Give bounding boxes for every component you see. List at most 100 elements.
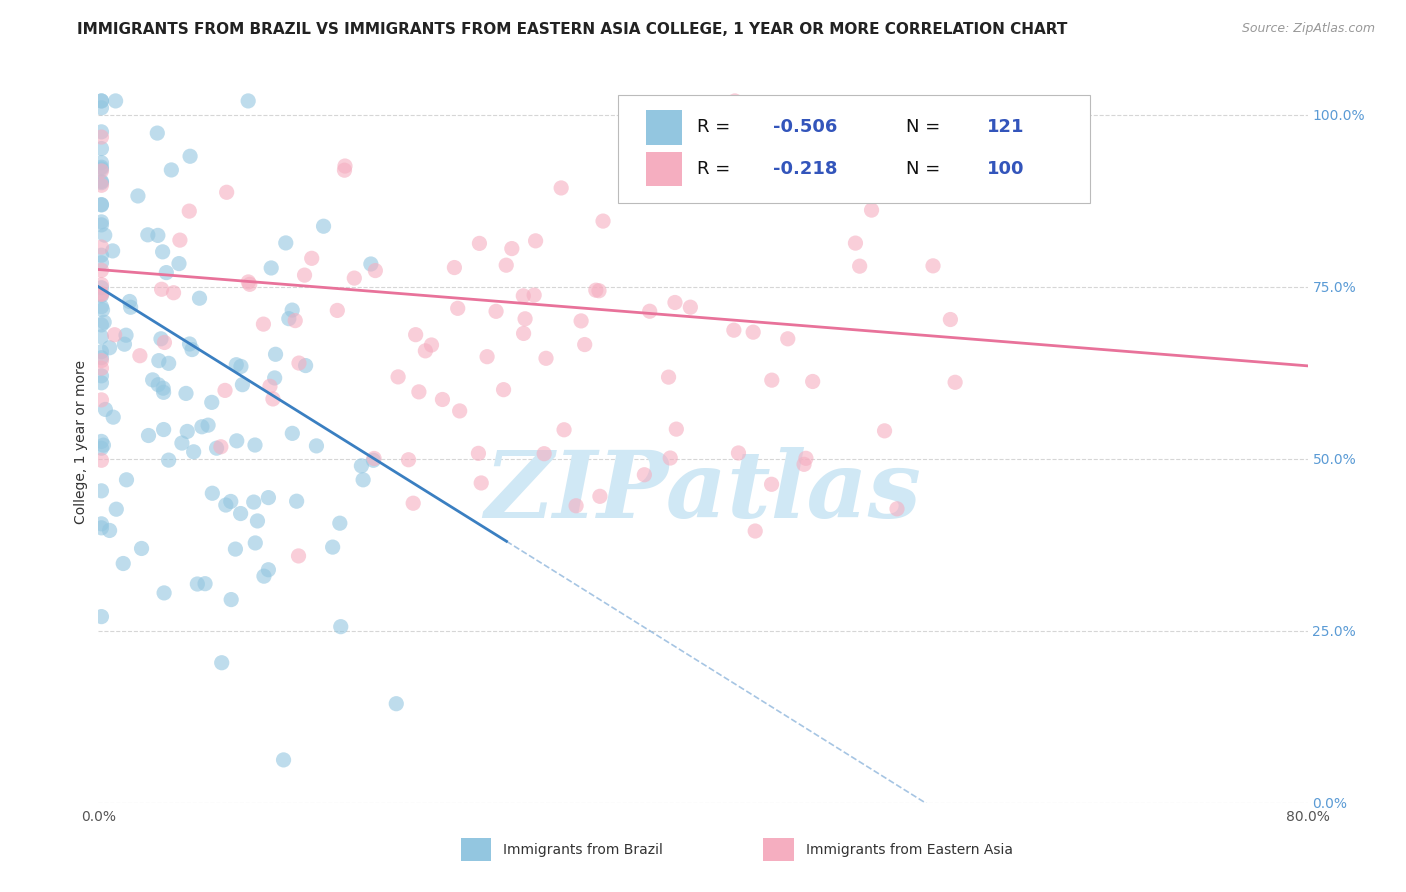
Point [90,286,112,301]
Point [90,361,112,376]
Point [153,586,176,600]
Point [219,494,242,508]
Point [524,234,547,248]
Text: IMMIGRANTS FROM BRAZIL VS IMMIGRANTS FROM EASTERN ASIA COLLEGE, 1 YEAR OR MORE C: IMMIGRANTS FROM BRAZIL VS IMMIGRANTS FRO… [77,22,1067,37]
Point [90,130,112,145]
Point [585,283,607,297]
Point [485,304,508,318]
Point [225,434,247,448]
Text: -0.506: -0.506 [773,119,838,136]
Point [90,164,112,178]
Point [468,236,491,251]
Point [90,392,112,407]
Point [229,507,252,521]
Point [118,294,141,309]
Point [120,300,142,314]
Point [138,428,160,442]
Point [152,385,174,400]
Point [301,252,323,266]
Text: Immigrants from Brazil: Immigrants from Brazil [503,843,664,856]
Point [90,288,112,302]
Text: 121: 121 [987,119,1025,136]
Point [136,227,159,242]
Point [90,101,112,115]
Point [205,441,228,455]
Point [93,315,115,329]
Point [157,356,180,370]
Point [90,330,112,344]
Point [274,235,297,250]
Point [150,282,173,296]
Point [801,375,824,389]
Point [157,453,180,467]
Point [943,376,966,390]
Point [142,373,165,387]
Point [153,335,176,350]
Point [659,450,682,465]
Point [512,289,534,303]
Point [90,609,112,624]
Point [533,447,555,461]
Point [679,300,702,314]
Point [305,439,328,453]
Point [146,228,169,243]
Point [90,125,112,139]
Point [103,410,125,425]
Point [90,453,112,467]
Point [281,426,304,441]
Text: N =: N = [905,161,946,178]
Point [312,219,335,234]
Bar [647,110,682,145]
Point [114,337,136,351]
Point [633,467,655,482]
Point [90,218,112,232]
Text: ZIPatlas: ZIPatlas [485,447,921,537]
Point [550,181,572,195]
Point [115,473,138,487]
Point [844,236,866,251]
Point [90,351,112,365]
Point [90,256,112,270]
Point [744,524,766,538]
Text: N =: N = [905,119,946,136]
Point [174,386,197,401]
Point [449,404,471,418]
Point [288,356,311,370]
Point [238,94,260,108]
Point [90,197,112,211]
Point [170,436,193,450]
Point [761,373,783,387]
Point [179,337,201,351]
Point [176,425,198,439]
Point [534,351,557,366]
Point [565,499,588,513]
Point [162,285,184,300]
Point [939,312,962,326]
Point [181,343,204,357]
Bar [763,838,794,862]
Point [90,160,112,174]
Point [262,392,284,406]
Point [277,311,299,326]
Point [245,536,267,550]
Point [664,295,686,310]
Point [263,371,285,385]
Point [90,161,112,176]
Point [329,620,352,634]
Point [167,256,190,270]
Point [98,524,121,538]
Text: Immigrants from Eastern Asia: Immigrants from Eastern Asia [806,843,1012,856]
Point [264,347,287,361]
Point [191,419,214,434]
Point [513,311,536,326]
Point [90,516,112,531]
Point [90,248,112,262]
Point [776,332,799,346]
Point [475,350,498,364]
Point [553,423,575,437]
Point [322,540,344,554]
Point [742,325,765,339]
Point [90,198,112,212]
Point [723,323,745,337]
Point [90,155,112,169]
